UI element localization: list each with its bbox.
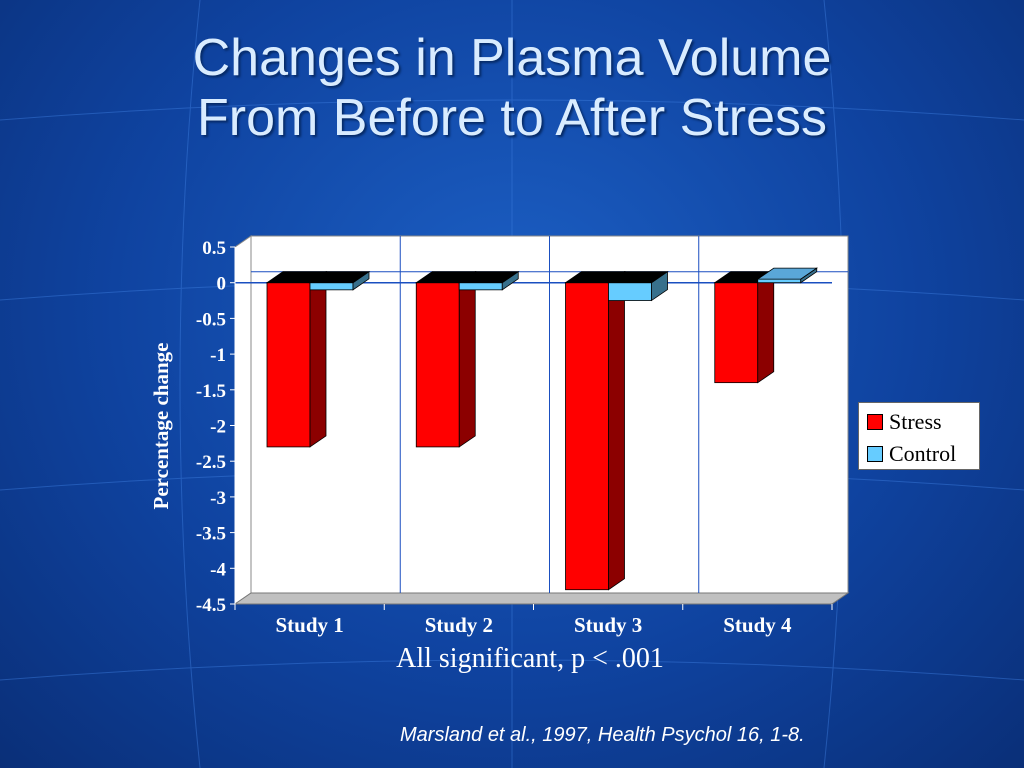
bar-stress-side: [458, 270, 476, 448]
x-tick-label: Study 2: [425, 613, 493, 637]
y-tick-label: -2.5: [196, 452, 226, 473]
bar-control-top: [308, 271, 371, 284]
bar-control-front: [757, 278, 802, 284]
bar-control-front: [458, 282, 503, 291]
x-tick-label: Study 1: [275, 613, 343, 637]
title-line-1: Changes in Plasma Volume: [192, 29, 832, 87]
bar-stress-front: [266, 282, 311, 448]
y-tick-label: -4: [210, 559, 226, 580]
y-tick-label: 0: [217, 274, 227, 295]
legend-label-control: Control: [889, 441, 957, 466]
y-tick-label: -3.5: [196, 524, 226, 545]
y-tick-label: -2: [210, 417, 226, 438]
x-tick-label: Study 3: [574, 613, 642, 637]
bar-stress-side: [757, 270, 775, 384]
bar-control-top: [457, 271, 520, 284]
legend-swatch-stress: [867, 414, 883, 430]
chart-legend: Stress Control: [858, 402, 980, 470]
y-tick-label: -1: [210, 345, 226, 366]
bar-control-front: [608, 282, 652, 301]
y-axis-label: Percentage change: [149, 343, 173, 510]
bar-stress-front: [415, 282, 460, 448]
y-tick-label: -3: [210, 488, 226, 509]
bar-control-front: [309, 282, 354, 291]
plot-floor: [233, 592, 850, 605]
slide-title: Changes in Plasma Volume From Before to …: [0, 28, 1024, 148]
legend-swatch-control: [867, 446, 883, 462]
citation: Marsland et al., 1997, Health Psychol 16…: [400, 724, 805, 746]
y-tick-label: -1.5: [196, 381, 226, 402]
y-tick-label: 0.5: [202, 238, 226, 259]
bar-control-top: [756, 267, 819, 280]
y-tick-label: -0.5: [196, 309, 226, 330]
plot-side-wall: [234, 235, 252, 605]
bar-stress-side: [608, 270, 625, 591]
legend-item-stress: Stress: [867, 409, 942, 435]
x-tick-label: Study 4: [723, 613, 792, 637]
significance-note: All significant, p < .001: [396, 643, 664, 674]
bar-control-top: [607, 271, 669, 284]
legend-item-control: Control: [867, 441, 956, 467]
title-line-2: From Before to After Stress: [197, 89, 827, 147]
bar-stress-side: [309, 270, 327, 448]
bar-stress-front: [565, 282, 609, 591]
bar-stress-front: [714, 282, 759, 384]
legend-label-stress: Stress: [889, 409, 942, 434]
y-tick-label: -4.5: [196, 595, 226, 616]
